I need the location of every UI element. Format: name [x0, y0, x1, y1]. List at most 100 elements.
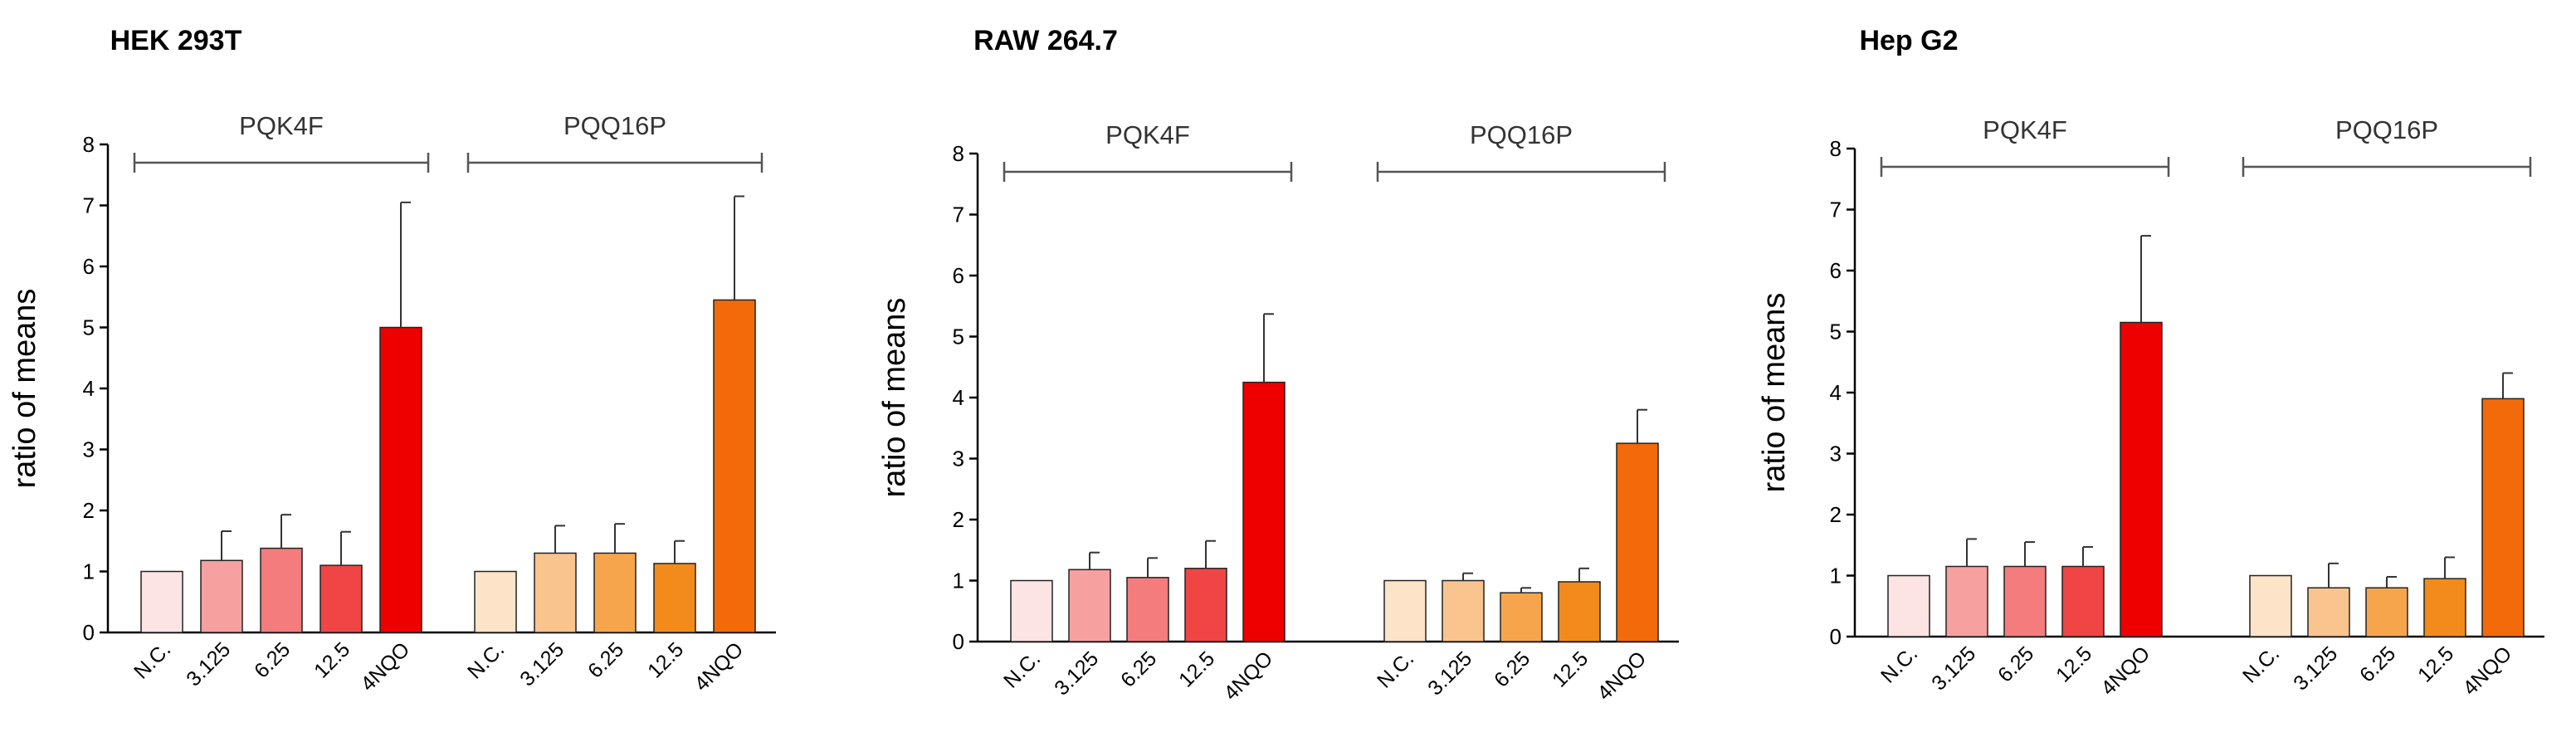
- bar: [1068, 569, 1111, 642]
- bar: [653, 563, 696, 633]
- group-label: PQK4F: [239, 111, 324, 140]
- x-tick-label: 3.125: [2289, 642, 2342, 695]
- y-tick-label: 1: [83, 559, 95, 584]
- y-tick-label: 2: [83, 498, 95, 523]
- bar: [1242, 381, 1286, 642]
- bar: [1184, 568, 1227, 642]
- x-tick-label: 6.25: [1993, 642, 2038, 686]
- bar: [2481, 398, 2525, 637]
- y-tick-label: 7: [1830, 198, 1842, 222]
- bar: [593, 552, 637, 633]
- bar: [1500, 592, 1543, 642]
- bar: [1442, 579, 1485, 642]
- y-tick-label: 5: [83, 315, 95, 340]
- x-tick-label: N.C.: [1373, 647, 1418, 692]
- x-tick-label: 12.5: [643, 637, 688, 682]
- y-tick-label: 0: [83, 620, 95, 645]
- chart-title: RAW 264.7: [973, 25, 1118, 56]
- x-tick-label: 12.5: [1174, 647, 1219, 691]
- bar: [1010, 579, 1053, 642]
- x-tick-label: 3.125: [1050, 647, 1103, 700]
- y-axis-label: ratio of means: [1757, 293, 1792, 493]
- y-tick-label: 6: [953, 263, 964, 288]
- bar: [200, 559, 243, 633]
- chart-title: Hep G2: [1859, 25, 1958, 56]
- y-tick-label: 8: [1830, 136, 1842, 161]
- bar: [379, 326, 422, 633]
- y-tick-label: 8: [953, 141, 964, 166]
- y-tick-label: 7: [953, 203, 964, 227]
- bar: [1887, 574, 1930, 637]
- x-tick-label: 4NQO: [690, 637, 748, 696]
- x-tick-label: 12.5: [2052, 642, 2096, 686]
- x-tick-label: 12.5: [2413, 642, 2458, 686]
- group-label: PQK4F: [1105, 120, 1190, 149]
- x-tick-label: 6.25: [1490, 647, 1534, 691]
- bar: [474, 570, 517, 633]
- bar: [2120, 321, 2163, 637]
- x-tick-label: 4NQO: [2458, 642, 2516, 700]
- x-tick-label: 4NQO: [356, 637, 414, 696]
- group-label: PQQ16P: [1470, 120, 1573, 149]
- chart-title: HEK 293T: [110, 25, 242, 56]
- y-tick-label: 6: [83, 254, 95, 279]
- y-tick-label: 3: [953, 447, 964, 471]
- x-tick-label: 3.125: [1423, 647, 1476, 700]
- y-tick-label: 1: [953, 569, 964, 593]
- bar: [1126, 577, 1169, 642]
- y-axis-label: ratio of means: [877, 298, 912, 498]
- x-tick-label: 6.25: [250, 637, 295, 682]
- bar: [2307, 587, 2350, 637]
- bar: [2003, 565, 2047, 637]
- x-tick-label: 3.125: [515, 637, 568, 691]
- bar: [2365, 587, 2408, 637]
- bar: [140, 570, 183, 633]
- x-tick-label: 6.25: [2355, 642, 2400, 686]
- bar: [1945, 565, 1988, 637]
- bar: [260, 547, 303, 633]
- chart-panel-1: HEK 293T ratio of means 0 1 2 3 4 5 6 7 8 PQK4F N.C.…: [7, 25, 776, 696]
- x-tick-label: N.C.: [129, 637, 175, 683]
- y-tick-label: 3: [1830, 442, 1842, 466]
- x-tick-label: 4NQO: [1219, 647, 1277, 705]
- x-tick-label: 12.5: [1548, 647, 1593, 691]
- y-tick-label: 2: [953, 507, 964, 532]
- x-tick-label: N.C.: [2238, 642, 2284, 687]
- y-tick-label: 4: [83, 376, 95, 401]
- bar: [1616, 442, 1659, 642]
- bar: [713, 299, 756, 633]
- x-tick-label: 6.25: [583, 637, 628, 682]
- y-tick-label: 1: [1830, 564, 1842, 588]
- y-tick-label: 4: [1830, 380, 1842, 405]
- x-tick-label: 4NQO: [1593, 647, 1651, 705]
- y-tick-label: 8: [83, 132, 95, 157]
- y-tick-label: 0: [1830, 624, 1842, 649]
- chart-panel-2: RAW 264.7 ratio of means 0 1 2 3 4 5 6 7 8 PQK4F N.C…: [877, 25, 1679, 705]
- bar: [2249, 574, 2292, 637]
- y-tick-label: 5: [1830, 320, 1842, 344]
- group-label: PQK4F: [1983, 115, 2067, 144]
- bar: [2423, 578, 2466, 637]
- bar: [1383, 579, 1427, 642]
- y-axis-label: ratio of means: [7, 289, 42, 489]
- x-tick-label: N.C.: [1876, 642, 1922, 687]
- bar: [320, 564, 363, 633]
- group-label: PQQ16P: [2335, 115, 2438, 144]
- y-tick-label: 6: [1830, 258, 1842, 283]
- y-tick-label: 5: [953, 325, 964, 349]
- x-tick-label: 6.25: [1116, 647, 1161, 691]
- bar: [2061, 565, 2105, 637]
- y-tick-label: 4: [953, 385, 964, 410]
- x-tick-label: 12.5: [310, 637, 354, 682]
- bar: [1558, 581, 1601, 642]
- group-label: PQQ16P: [564, 111, 666, 140]
- bar: [534, 552, 577, 633]
- x-tick-label: 3.125: [1927, 642, 1980, 695]
- x-tick-label: 3.125: [182, 637, 235, 691]
- x-tick-label: N.C.: [999, 647, 1045, 692]
- y-tick-label: 3: [83, 437, 95, 462]
- x-tick-label: 4NQO: [2096, 642, 2154, 700]
- y-tick-label: 2: [1830, 502, 1842, 527]
